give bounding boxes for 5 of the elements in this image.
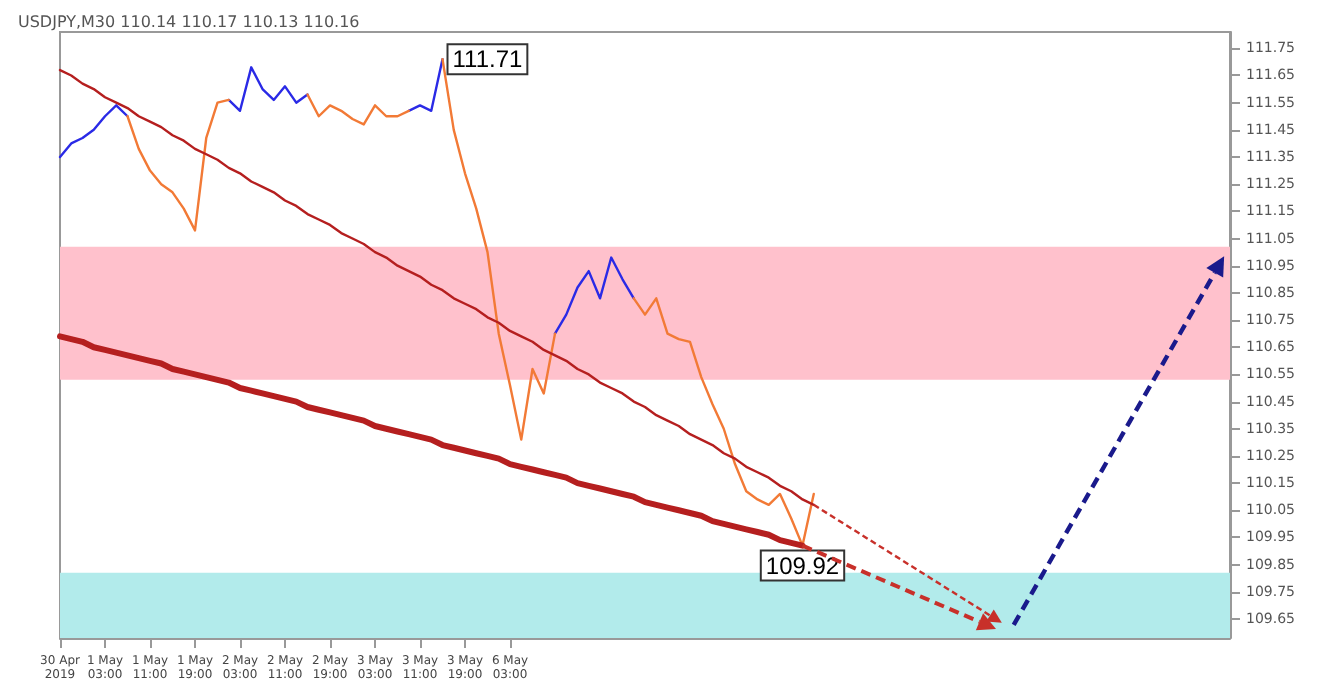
line-series [57,333,806,549]
line-series [58,68,815,507]
data-label: 109.92 [765,551,840,580]
data-label: 111.71 [452,45,523,74]
chart-title: USDJPY,M30 110.14 110.17 110.13 110.16 [18,13,360,31]
